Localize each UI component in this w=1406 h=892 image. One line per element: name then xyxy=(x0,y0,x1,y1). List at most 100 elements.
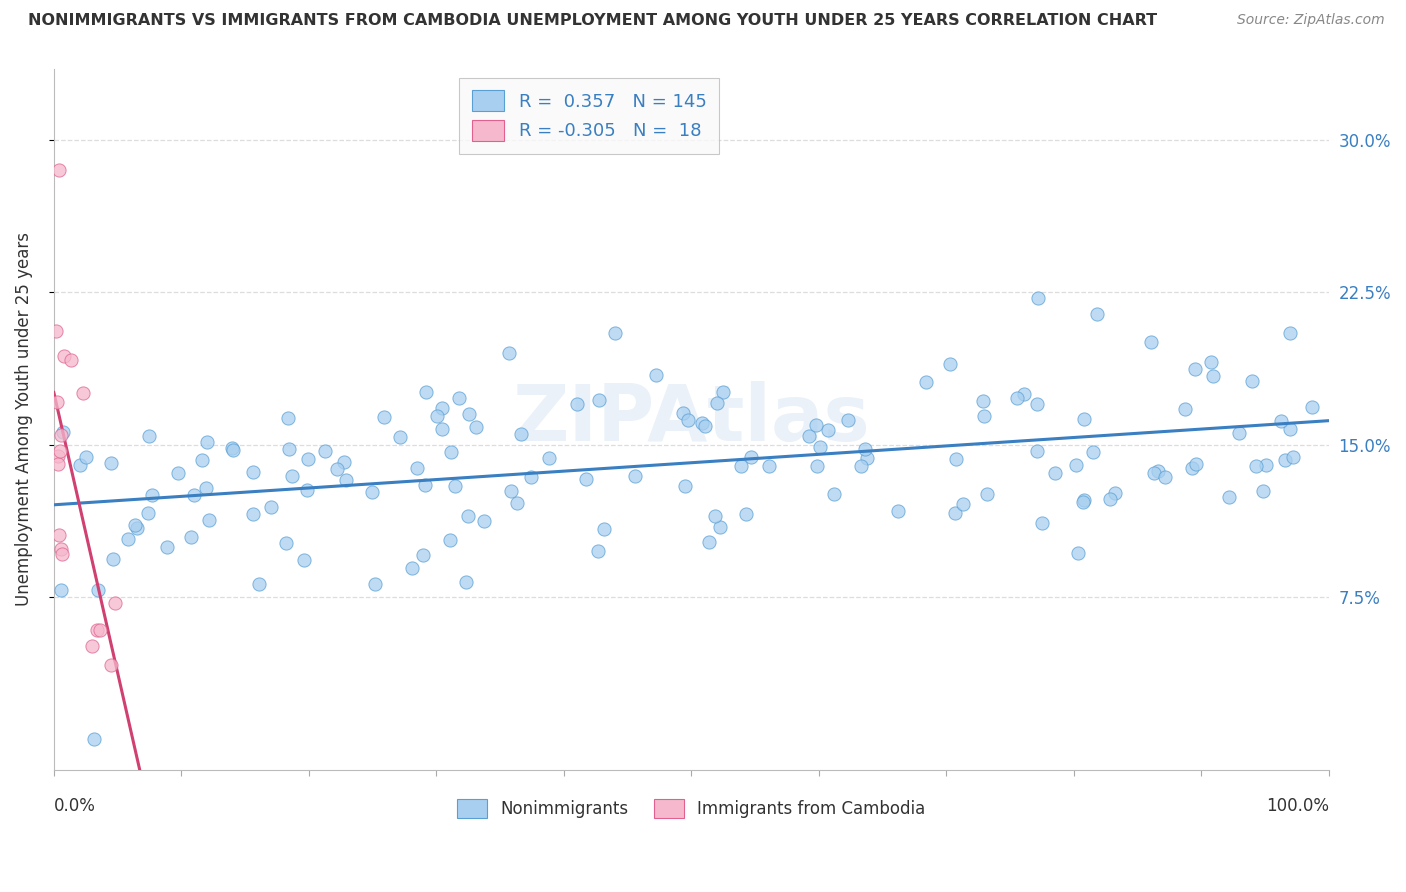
Point xyxy=(373,410,395,425)
Point xyxy=(52,425,75,440)
Point xyxy=(190,452,212,467)
Point xyxy=(464,419,486,434)
Point xyxy=(1244,459,1267,474)
Point xyxy=(1073,492,1095,507)
Point xyxy=(1202,368,1225,383)
Point xyxy=(1253,483,1275,498)
Text: 0.0%: 0.0% xyxy=(53,797,96,814)
Point xyxy=(855,451,877,466)
Point xyxy=(1278,422,1301,436)
Point xyxy=(498,346,520,360)
Point xyxy=(292,553,315,567)
Point xyxy=(247,577,270,591)
Point xyxy=(100,456,122,470)
Point xyxy=(295,483,318,498)
Point xyxy=(804,417,827,432)
Point xyxy=(973,409,995,424)
Point xyxy=(45,395,67,409)
Text: ZIPAtlas: ZIPAtlas xyxy=(512,381,870,458)
Point xyxy=(156,540,179,554)
Point xyxy=(388,430,411,444)
Point xyxy=(406,461,429,475)
Point xyxy=(758,459,780,474)
Point xyxy=(333,455,356,469)
Point xyxy=(797,429,820,443)
Point xyxy=(1274,452,1296,467)
Point xyxy=(887,504,910,518)
Point xyxy=(1104,486,1126,500)
Point xyxy=(314,443,336,458)
Point xyxy=(49,583,72,598)
Point xyxy=(1185,457,1208,471)
Point xyxy=(360,484,382,499)
Point xyxy=(46,449,69,463)
Point xyxy=(1147,464,1170,478)
Point xyxy=(693,418,716,433)
Point xyxy=(1240,375,1263,389)
Point xyxy=(89,623,111,637)
Point xyxy=(624,469,647,483)
Point xyxy=(457,508,479,523)
Point xyxy=(222,442,245,457)
Point xyxy=(806,459,828,474)
Point xyxy=(415,384,437,399)
Point xyxy=(401,561,423,575)
Point xyxy=(83,732,105,747)
Point xyxy=(520,470,543,484)
Point xyxy=(198,513,221,527)
Point xyxy=(412,548,434,562)
Point xyxy=(1025,397,1047,411)
Legend: Nonimmigrants, Immigrants from Cambodia: Nonimmigrants, Immigrants from Cambodia xyxy=(450,792,932,825)
Point xyxy=(45,324,67,338)
Point xyxy=(1026,291,1049,305)
Point xyxy=(60,353,83,368)
Point xyxy=(1071,495,1094,509)
Point xyxy=(588,544,610,558)
Point xyxy=(823,486,845,500)
Point xyxy=(274,535,297,549)
Point xyxy=(706,396,728,410)
Point xyxy=(326,462,349,476)
Point xyxy=(499,484,522,499)
Point xyxy=(1067,546,1090,560)
Point xyxy=(1174,402,1197,417)
Point xyxy=(676,413,699,427)
Text: NONIMMIGRANTS VS IMMIGRANTS FROM CAMBODIA UNEMPLOYMENT AMONG YOUTH UNDER 25 YEAR: NONIMMIGRANTS VS IMMIGRANTS FROM CAMBODI… xyxy=(28,13,1157,29)
Point xyxy=(575,472,598,486)
Point xyxy=(1270,414,1292,428)
Point xyxy=(1153,469,1175,483)
Point xyxy=(1184,362,1206,376)
Point xyxy=(1279,326,1302,340)
Point xyxy=(439,533,461,548)
Point xyxy=(565,397,588,411)
Point xyxy=(817,423,839,437)
Point xyxy=(952,497,974,511)
Point xyxy=(49,444,72,458)
Point xyxy=(457,407,479,421)
Point xyxy=(440,445,463,459)
Point xyxy=(603,326,626,341)
Point xyxy=(297,451,319,466)
Point xyxy=(1199,354,1222,368)
Point xyxy=(1031,516,1053,530)
Point xyxy=(449,391,471,405)
Point xyxy=(644,368,666,383)
Point xyxy=(335,474,357,488)
Point xyxy=(711,385,734,400)
Point xyxy=(588,393,610,408)
Point xyxy=(51,427,73,442)
Point xyxy=(51,547,73,561)
Point xyxy=(709,519,731,533)
Point xyxy=(1083,445,1105,459)
Point xyxy=(49,542,72,557)
Point xyxy=(1143,466,1166,480)
Point xyxy=(1066,458,1088,472)
Point xyxy=(593,522,616,536)
Point xyxy=(48,163,70,178)
Point xyxy=(740,450,762,465)
Point xyxy=(1254,458,1277,472)
Point xyxy=(853,442,876,456)
Point xyxy=(104,596,127,610)
Point xyxy=(242,507,264,521)
Point xyxy=(260,500,283,514)
